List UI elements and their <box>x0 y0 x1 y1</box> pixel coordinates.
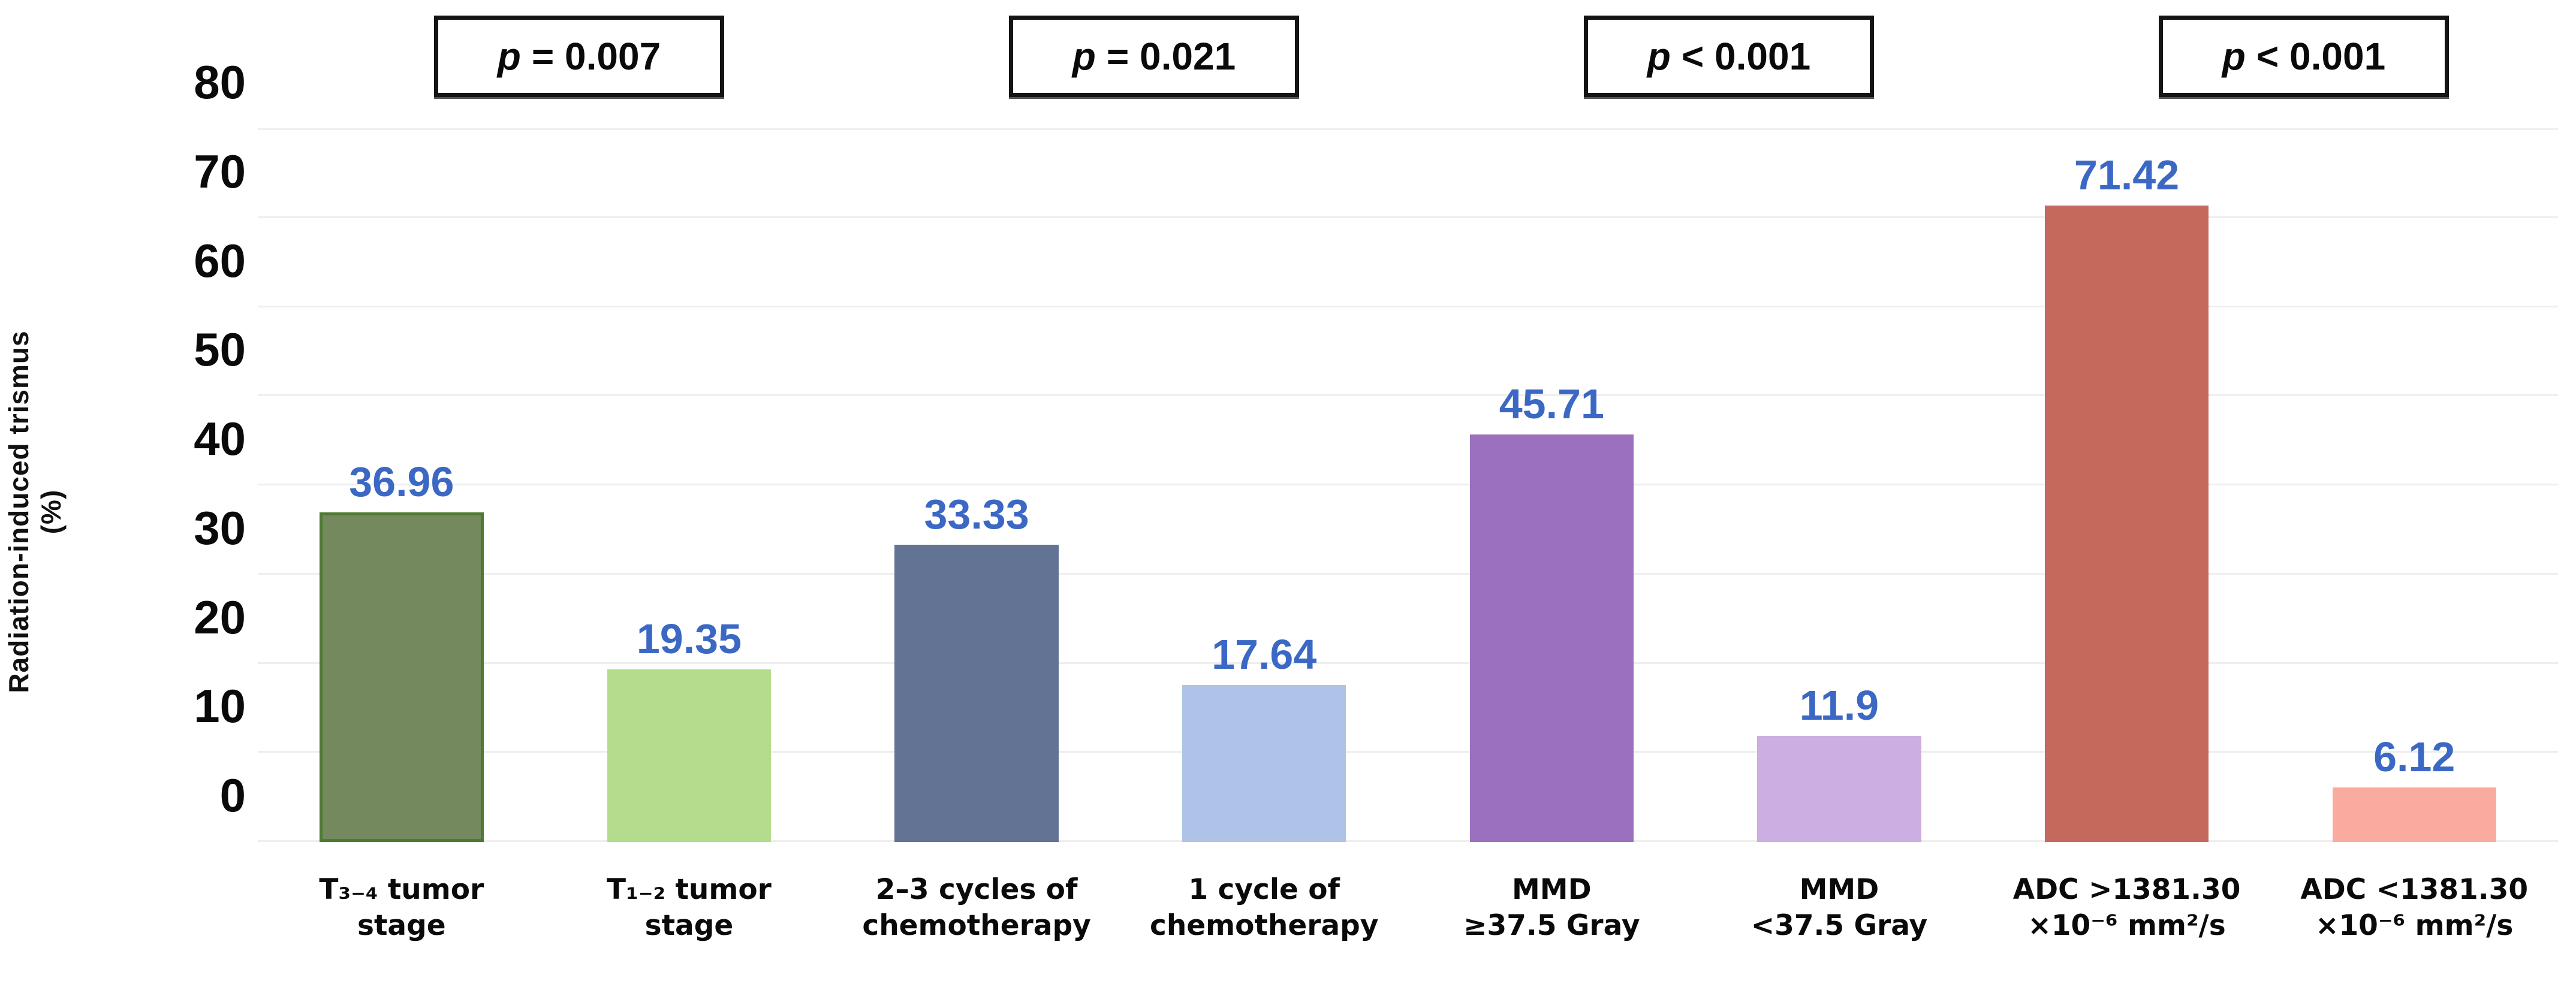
y-axis-tick-labels: 80 70 60 50 40 30 20 10 0 <box>96 59 246 842</box>
x-label-t12-tumor-stage: T₁₋₂ tumor stage <box>546 872 833 944</box>
bar-value-label: 11.9 <box>1799 682 1879 729</box>
x-label-mmd-lt-37-5: MMD <37.5 Gray <box>1695 872 1983 944</box>
p-symbol: p <box>1072 35 1096 78</box>
bar-value-label: 71.42 <box>2074 151 2180 198</box>
x-label-line: ADC >1381.30 <box>2012 873 2241 906</box>
y-tick-10: 10 <box>194 680 246 733</box>
gridline-20 <box>258 662 2558 664</box>
bar-value-label: 17.64 <box>1212 630 1317 678</box>
gridline-80 <box>258 128 2558 130</box>
p-value-text: < 0.001 <box>2256 35 2386 78</box>
bar-group-adc-lt-1381: 6.12 <box>2270 129 2558 842</box>
bar-2-3-cycles-chemo <box>894 545 1059 842</box>
x-label-line: chemotherapy <box>862 909 1091 942</box>
gridline-40 <box>258 484 2558 485</box>
y-tick-20: 20 <box>194 590 246 644</box>
x-label-t34-tumor-stage: T₃₋₄ tumor stage <box>258 872 546 944</box>
p-value-text: = 0.007 <box>531 35 661 78</box>
bar-mmd-ge-37-5 <box>1469 434 1634 842</box>
p-value-text: < 0.001 <box>1681 35 1811 78</box>
y-tick-70: 70 <box>194 144 246 198</box>
bar-mmd-lt-37-5 <box>1757 736 1921 842</box>
p-value-box-tumor-stage: p = 0.007 <box>434 16 724 97</box>
bar-group-adc-gt-1381: 71.42 <box>1983 129 2271 842</box>
x-label-line: ×10⁻⁶ mm²/s <box>2027 909 2226 942</box>
bar-value-label: 36.96 <box>349 458 454 506</box>
y-tick-50: 50 <box>194 323 246 376</box>
p-symbol: p <box>2222 35 2246 78</box>
bar-adc-gt-1381 <box>2044 205 2209 842</box>
bar-group-mmd-lt-37-5: 11.9 <box>1695 129 1983 842</box>
x-axis-category-labels: T₃₋₄ tumor stage T₁₋₂ tumor stage 2–3 cy… <box>258 872 2558 944</box>
bar-group-t34-tumor-stage: 36.96 <box>258 129 546 842</box>
x-label-line: stage <box>357 909 446 942</box>
bar-value-label: 19.35 <box>636 615 742 663</box>
y-tick-40: 40 <box>194 412 246 465</box>
bar-value-label: 45.71 <box>1499 381 1604 428</box>
bar-group-t12-tumor-stage: 19.35 <box>546 129 833 842</box>
x-label-adc-lt-1381: ADC <1381.30 ×10⁻⁶ mm²/s <box>2270 872 2558 944</box>
bar-group-1-cycle-chemo: 17.64 <box>1120 129 1408 842</box>
bar-t34-tumor-stage <box>320 512 484 842</box>
y-tick-0: 0 <box>219 769 246 822</box>
x-label-line: ≥37.5 Gray <box>1463 909 1640 942</box>
gridline-30 <box>258 572 2558 575</box>
gridline-50 <box>258 394 2558 397</box>
y-tick-80: 80 <box>194 56 246 108</box>
x-label-line: ADC <1381.30 <box>2300 873 2529 906</box>
p-value-box-mmd: p < 0.001 <box>1584 16 1874 97</box>
x-label-2-3-cycles-chemo: 2–3 cycles of chemotherapy <box>833 872 1120 944</box>
x-label-mmd-ge-37-5: MMD ≥37.5 Gray <box>1408 872 1696 944</box>
y-tick-30: 30 <box>194 501 246 554</box>
x-label-line: ×10⁻⁶ mm²/s <box>2315 909 2514 942</box>
bar-value-label: 33.33 <box>924 491 1029 538</box>
x-label-line: 2–3 cycles of <box>875 873 1078 906</box>
y-tick-60: 60 <box>194 234 246 287</box>
x-label-line: T₁₋₂ tumor <box>607 873 772 906</box>
x-label-line: <37.5 Gray <box>1751 909 1928 942</box>
x-label-line: MMD <box>1799 873 1879 906</box>
bar-t12-tumor-stage <box>607 669 772 842</box>
gridline-70 <box>258 216 2558 218</box>
plot-area: 36.96 19.35 33.33 17.64 45.71 11.9 <box>258 128 2558 842</box>
x-label-line: 1 cycle of <box>1188 873 1340 906</box>
bar-group-mmd-ge-37-5: 45.71 <box>1408 129 1696 842</box>
x-label-adc-gt-1381: ADC >1381.30 ×10⁻⁶ mm²/s <box>1983 872 2271 944</box>
bars-row: 36.96 19.35 33.33 17.64 45.71 11.9 <box>258 129 2558 842</box>
p-value-box-chemo-cycles: p = 0.021 <box>1009 16 1299 97</box>
x-label-line: stage <box>644 909 734 942</box>
x-label-line: T₃₋₄ tumor <box>319 873 484 906</box>
gridline-10 <box>258 751 2558 753</box>
bar-1-cycle-chemo <box>1182 684 1346 842</box>
y-axis-title: Radiation-induced trismus (%) <box>3 330 67 693</box>
x-label-line: chemotherapy <box>1149 909 1379 942</box>
bar-value-label: 6.12 <box>2373 733 2456 780</box>
x-label-1-cycle-chemo: 1 cycle of chemotherapy <box>1120 872 1408 944</box>
gridline-60 <box>258 305 2558 307</box>
x-label-line: MMD <box>1512 873 1592 906</box>
p-symbol: p <box>497 35 521 78</box>
p-value-text: = 0.021 <box>1106 35 1236 78</box>
bar-adc-lt-1381 <box>2332 787 2496 842</box>
p-symbol: p <box>1647 35 1671 78</box>
gridline-0-baseline <box>258 840 2558 842</box>
p-value-box-adc: p < 0.001 <box>2159 16 2449 97</box>
bar-group-2-3-cycles-chemo: 33.33 <box>833 129 1120 842</box>
